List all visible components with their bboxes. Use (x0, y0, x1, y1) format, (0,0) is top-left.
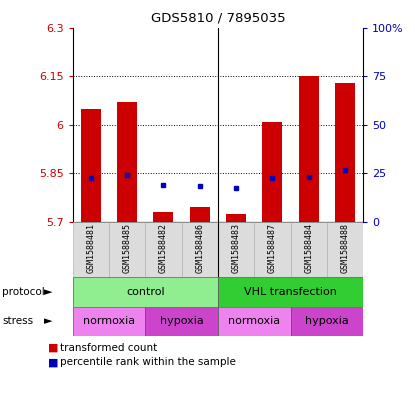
Text: GSM1588486: GSM1588486 (195, 224, 204, 274)
Text: VHL transfection: VHL transfection (244, 287, 337, 297)
Bar (218, 277, 363, 307)
Text: GSM1588484: GSM1588484 (304, 224, 313, 274)
Bar (145, 307, 218, 336)
Bar (145, 222, 181, 277)
Bar (73, 222, 109, 277)
Text: GSM1588481: GSM1588481 (86, 224, 95, 274)
Bar (154, 212, 173, 222)
Text: ►: ► (44, 316, 52, 326)
Bar (218, 307, 290, 336)
Bar (290, 222, 327, 277)
Bar (290, 307, 363, 336)
Bar (254, 222, 290, 277)
Bar (299, 76, 319, 222)
Text: GSM1588485: GSM1588485 (122, 224, 132, 274)
Bar (335, 83, 355, 222)
Text: hypoxia: hypoxia (305, 316, 349, 326)
Text: normoxia: normoxia (228, 316, 280, 326)
Bar (73, 307, 145, 336)
Bar (226, 214, 246, 222)
Text: GSM1588488: GSM1588488 (340, 224, 349, 274)
Bar (81, 108, 101, 222)
Text: ►: ► (44, 287, 52, 297)
Bar (262, 121, 282, 222)
Text: GSM1588483: GSM1588483 (232, 224, 241, 274)
Text: control: control (126, 287, 165, 297)
Text: ■: ■ (48, 357, 58, 367)
Bar (218, 222, 254, 277)
Title: GDS5810 / 7895035: GDS5810 / 7895035 (151, 12, 285, 25)
Text: ■: ■ (48, 343, 58, 353)
Text: GSM1588482: GSM1588482 (159, 224, 168, 274)
Text: GSM1588487: GSM1588487 (268, 224, 277, 274)
Bar (117, 102, 137, 222)
Text: normoxia: normoxia (83, 316, 135, 326)
Text: stress: stress (2, 316, 33, 326)
Bar (190, 208, 210, 222)
Bar (109, 222, 145, 277)
Bar (73, 277, 218, 307)
Text: percentile rank within the sample: percentile rank within the sample (60, 357, 236, 367)
Text: transformed count: transformed count (60, 343, 157, 353)
Text: protocol: protocol (2, 287, 45, 297)
Text: hypoxia: hypoxia (160, 316, 203, 326)
Bar (181, 222, 218, 277)
Bar (327, 222, 363, 277)
